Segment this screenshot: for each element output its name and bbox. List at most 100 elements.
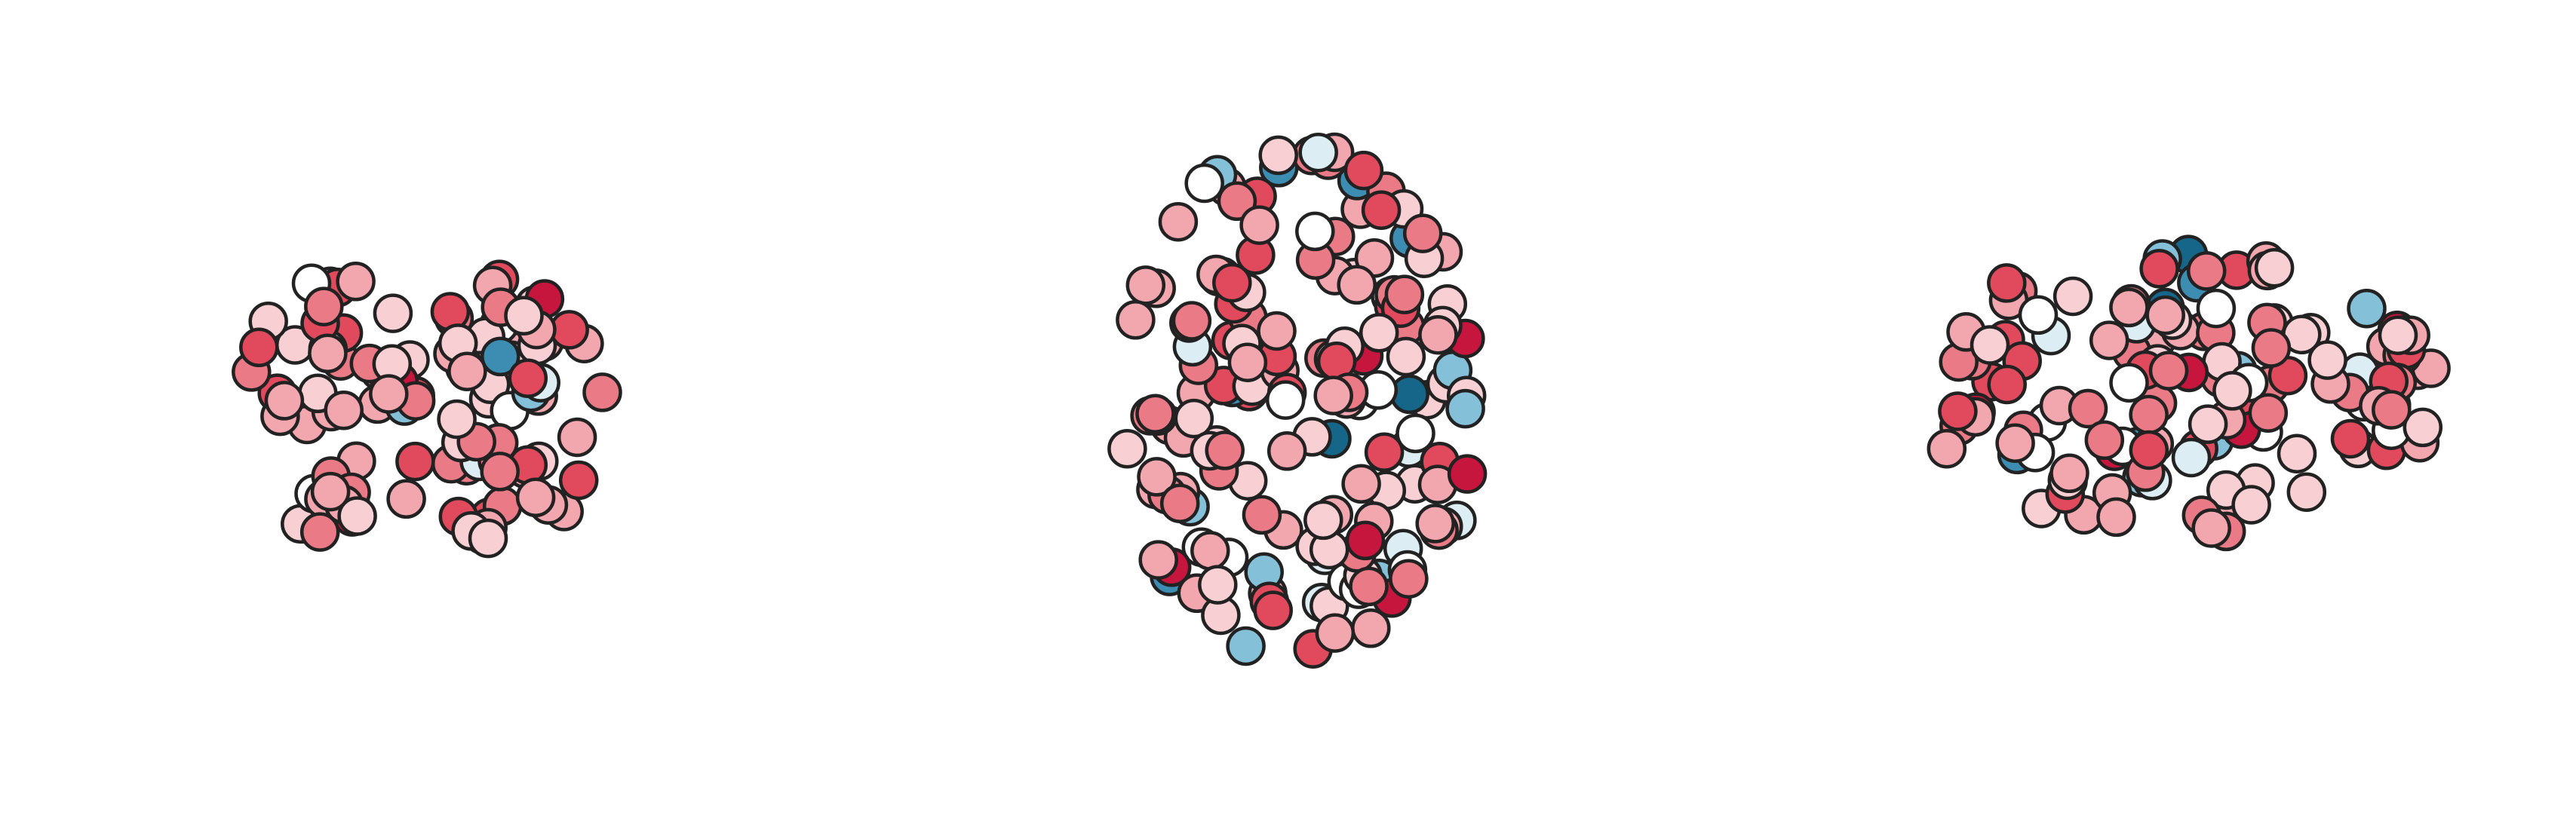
- node: [2188, 404, 2228, 444]
- node: [1298, 132, 1338, 173]
- node: [239, 327, 279, 368]
- node: [1987, 364, 2027, 405]
- node: [2145, 295, 2185, 335]
- node: [1226, 626, 1266, 666]
- node: [1190, 531, 1230, 571]
- node: [1138, 540, 1178, 580]
- node: [582, 372, 622, 412]
- node: [2347, 288, 2387, 329]
- node: [1137, 457, 1177, 497]
- node: [1242, 495, 1282, 535]
- node: [508, 358, 548, 398]
- node: [2212, 371, 2252, 411]
- node: [1258, 135, 1298, 176]
- node: [1386, 336, 1426, 377]
- node: [2248, 393, 2289, 433]
- node: [1107, 428, 1147, 469]
- node: [558, 460, 599, 501]
- node: [480, 452, 520, 492]
- node: [310, 471, 351, 512]
- node: [2139, 249, 2179, 289]
- node: [1351, 608, 1391, 648]
- node: [2068, 388, 2108, 429]
- node: [2254, 248, 2295, 288]
- node: [1970, 325, 2010, 365]
- node: [2186, 251, 2227, 291]
- node: [2372, 390, 2412, 430]
- node: [1341, 464, 1381, 504]
- node: [2148, 351, 2189, 391]
- node: [1267, 431, 1307, 471]
- node: [299, 512, 340, 552]
- node: [549, 310, 589, 350]
- node: [1158, 201, 1199, 242]
- node: [2191, 508, 2231, 548]
- node: [1227, 342, 1268, 382]
- brain-view: [1107, 132, 1488, 669]
- node: [1253, 590, 1293, 630]
- node: [1265, 380, 1306, 420]
- node: [2378, 315, 2418, 355]
- node: [1938, 391, 1978, 431]
- node: [1361, 190, 1402, 230]
- node: [515, 477, 556, 518]
- node: [369, 374, 409, 414]
- node: [2277, 433, 2317, 473]
- node: [2129, 430, 2169, 470]
- node: [2109, 287, 2149, 328]
- node: [1389, 559, 1429, 599]
- node: [1313, 375, 1353, 415]
- node: [1995, 423, 2035, 463]
- node: [1171, 301, 1212, 341]
- node: [1205, 430, 1245, 470]
- node: [1337, 265, 1377, 305]
- node: [2018, 295, 2059, 335]
- node: [1135, 394, 1175, 434]
- node: [1212, 262, 1252, 303]
- node: [2251, 328, 2292, 368]
- node: [1315, 613, 1356, 653]
- node: [437, 399, 477, 440]
- node: [2053, 276, 2093, 317]
- node: [2231, 485, 2271, 525]
- node: [308, 333, 348, 374]
- node: [447, 351, 487, 391]
- node: [468, 518, 508, 559]
- node: [1349, 566, 1389, 607]
- node: [1239, 205, 1279, 245]
- node: [395, 441, 435, 482]
- node: [2330, 418, 2371, 459]
- node: [1295, 211, 1335, 252]
- node: [481, 336, 520, 377]
- node: [1415, 504, 1455, 544]
- node: [2286, 472, 2327, 512]
- node: [1445, 388, 1485, 429]
- node: [264, 381, 305, 421]
- node: [1384, 274, 1425, 314]
- node: [2307, 340, 2347, 380]
- node: [1927, 428, 1967, 469]
- node: [1987, 263, 2027, 303]
- node: [1345, 520, 1386, 561]
- node: [1447, 454, 1488, 494]
- node: [1217, 181, 1257, 222]
- node: [1184, 163, 1224, 204]
- node: [1125, 265, 1166, 305]
- node: [1395, 413, 1435, 454]
- node: [1198, 565, 1238, 605]
- node: [1402, 213, 1443, 253]
- node: [1418, 314, 1458, 355]
- node: [1174, 398, 1214, 439]
- node: [386, 479, 426, 519]
- node: [336, 262, 376, 302]
- node: [373, 293, 413, 333]
- brain-view: [1927, 234, 2451, 552]
- node: [1303, 500, 1343, 541]
- node: [2089, 320, 2129, 360]
- node: [2084, 420, 2125, 461]
- node: [2096, 497, 2136, 538]
- node: [1359, 313, 1399, 353]
- node: [2196, 288, 2237, 329]
